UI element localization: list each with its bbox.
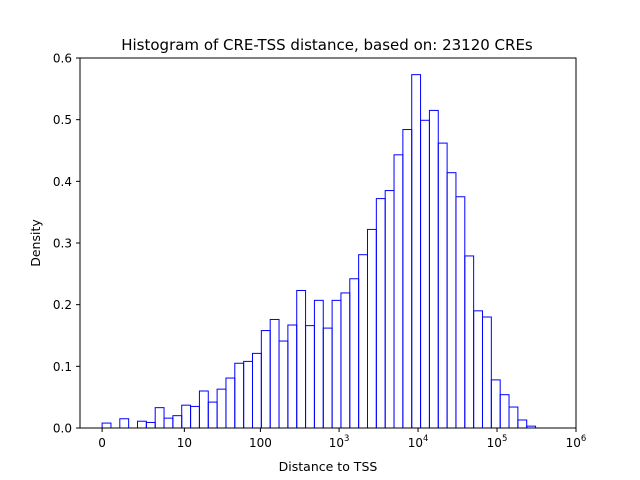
histogram-bar bbox=[358, 254, 368, 429]
histogram-bar bbox=[375, 198, 386, 429]
histogram-bar bbox=[305, 325, 315, 429]
x-tick-label: 106 bbox=[566, 434, 587, 450]
histogram-bar bbox=[384, 190, 395, 429]
plot-frame bbox=[79, 57, 577, 429]
histogram-bar bbox=[198, 390, 209, 429]
histogram-bar bbox=[190, 405, 200, 429]
histogram-bar bbox=[313, 299, 324, 429]
histogram-bar bbox=[420, 119, 430, 429]
histogram-bar bbox=[163, 417, 174, 429]
histogram-bar bbox=[172, 415, 183, 429]
histogram-bar bbox=[393, 154, 404, 429]
histogram-bar bbox=[234, 362, 245, 429]
histogram-bar bbox=[181, 404, 192, 429]
histogram-bar bbox=[154, 407, 165, 429]
histogram-bar bbox=[428, 109, 439, 429]
y-tick-label: 0.2 bbox=[53, 298, 72, 312]
y-tick-label: 0.1 bbox=[53, 360, 72, 374]
y-tick-label: 0.5 bbox=[53, 113, 72, 127]
x-tick-label: 0 bbox=[98, 436, 106, 450]
histogram-bar bbox=[499, 394, 510, 429]
histogram-bar bbox=[119, 418, 130, 429]
histogram-bar bbox=[349, 278, 360, 429]
histogram-bar bbox=[437, 142, 448, 429]
histogram-bar bbox=[366, 228, 377, 429]
histogram-bar bbox=[243, 360, 253, 429]
histogram-bar bbox=[331, 299, 342, 429]
histogram-bar bbox=[508, 406, 519, 429]
histogram-bar bbox=[269, 318, 280, 429]
x-tick-label: 10 bbox=[177, 436, 192, 450]
histogram-bar bbox=[446, 172, 457, 429]
histogram-bar bbox=[473, 310, 483, 429]
histogram-bar bbox=[340, 292, 351, 429]
y-tick-label: 0.4 bbox=[53, 175, 72, 189]
histogram-bar bbox=[490, 379, 501, 429]
histogram-bar bbox=[207, 401, 218, 429]
y-tick-label: 0.6 bbox=[53, 52, 72, 66]
histogram-bar bbox=[260, 330, 271, 429]
histogram-bar bbox=[101, 422, 112, 429]
x-tick-label: 104 bbox=[408, 434, 429, 450]
histogram-bar bbox=[251, 352, 262, 429]
histogram-bar bbox=[464, 255, 475, 429]
chart-title: Histogram of CRE-TSS distance, based on:… bbox=[121, 36, 533, 54]
x-axis: 0 10 100 103 104 105 106 bbox=[98, 428, 586, 450]
plot-area bbox=[101, 74, 537, 429]
y-axis: 0.0 0.1 0.2 0.3 0.4 0.5 0.6 bbox=[53, 52, 80, 436]
x-tick-label: 105 bbox=[487, 434, 508, 450]
histogram-bar bbox=[136, 420, 147, 429]
histogram-bar bbox=[322, 327, 333, 429]
y-axis-label: Density bbox=[28, 219, 43, 267]
y-tick-label: 0.0 bbox=[53, 422, 72, 436]
histogram-bar bbox=[481, 316, 492, 429]
y-tick-label: 0.3 bbox=[53, 237, 72, 251]
histogram-bar bbox=[278, 340, 289, 429]
histogram-bar bbox=[225, 377, 236, 429]
histogram-bar bbox=[455, 196, 466, 429]
histogram-bar bbox=[287, 324, 298, 429]
histogram-bar bbox=[402, 129, 413, 429]
x-tick-label: 100 bbox=[249, 436, 272, 450]
histogram-bar bbox=[517, 419, 528, 429]
histogram-bar bbox=[216, 388, 227, 429]
x-tick-label: 103 bbox=[329, 434, 350, 450]
histogram-bar bbox=[296, 289, 307, 429]
histogram-bar bbox=[145, 421, 156, 429]
histogram-bar bbox=[411, 74, 422, 429]
x-axis-label: Distance to TSS bbox=[279, 459, 378, 474]
